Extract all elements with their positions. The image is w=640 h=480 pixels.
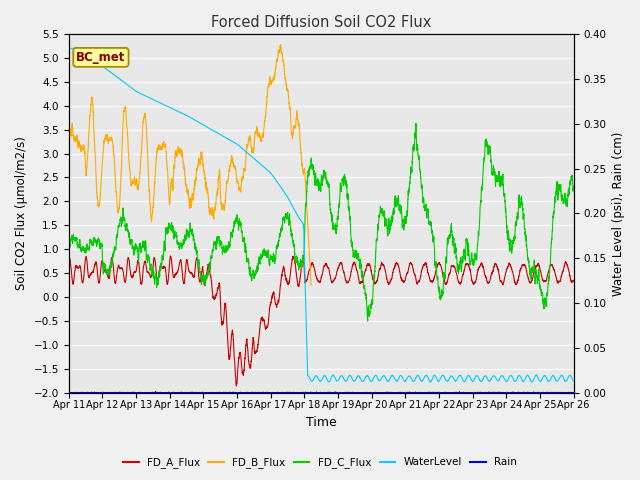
Y-axis label: Water Level (psi), Rain (cm): Water Level (psi), Rain (cm): [612, 131, 625, 296]
X-axis label: Time: Time: [306, 416, 337, 429]
Y-axis label: Soil CO2 Flux (μmol/m2/s): Soil CO2 Flux (μmol/m2/s): [15, 136, 28, 290]
Title: Forced Diffusion Soil CO2 Flux: Forced Diffusion Soil CO2 Flux: [211, 15, 431, 30]
Text: BC_met: BC_met: [76, 51, 125, 64]
Legend: FD_A_Flux, FD_B_Flux, FD_C_Flux, WaterLevel, Rain: FD_A_Flux, FD_B_Flux, FD_C_Flux, WaterLe…: [119, 453, 521, 472]
